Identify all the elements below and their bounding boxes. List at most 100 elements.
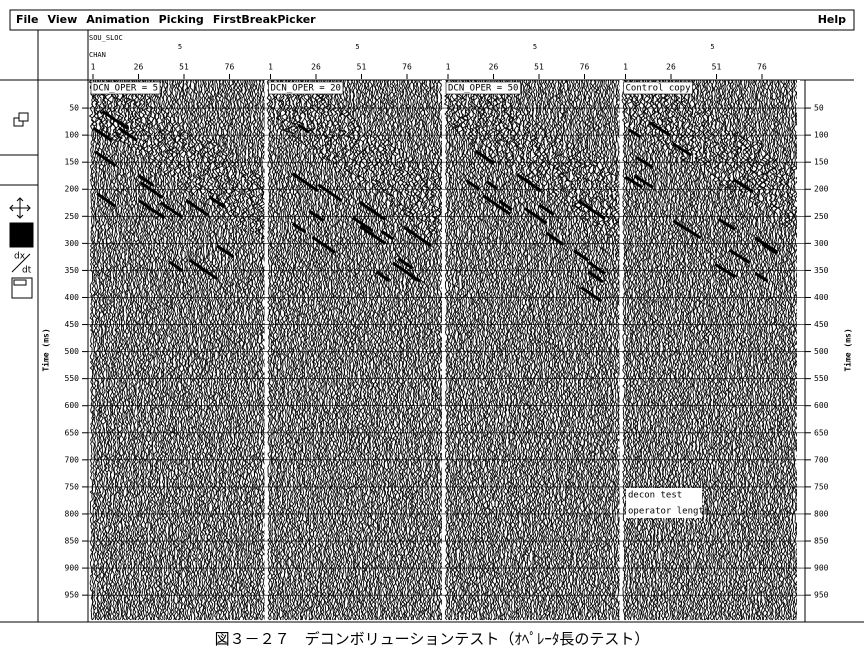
seismic-trace xyxy=(637,79,643,621)
reflection-streak xyxy=(635,156,654,170)
reflection-streak xyxy=(168,260,184,273)
annotation-box xyxy=(626,488,702,518)
time-axis-title-left: Time (ms) xyxy=(41,328,51,371)
reflection-streak xyxy=(96,192,117,208)
text-icon[interactable] xyxy=(9,222,34,248)
panel-gap xyxy=(442,80,445,621)
seismic-trace xyxy=(529,79,535,621)
reflection-streak xyxy=(297,123,310,134)
seismic-trace xyxy=(738,79,744,621)
seismic-trace xyxy=(538,79,544,621)
seismic-trace xyxy=(781,79,787,621)
toolbar: A dx dt xyxy=(0,30,39,622)
chan-tick-label: 26 xyxy=(311,63,321,72)
seismic-trace xyxy=(595,79,601,621)
menu-item[interactable]: View xyxy=(48,13,78,26)
seismic-trace xyxy=(192,79,198,621)
time-tick-label: 50 xyxy=(814,104,824,113)
time-tick-label: 150 xyxy=(65,158,80,167)
chan-tick-label: 51 xyxy=(534,63,544,72)
time-tick-label: 900 xyxy=(65,564,80,573)
seismic-trace xyxy=(401,79,406,621)
seismic-trace xyxy=(728,79,735,621)
deriv-icon-dt: dt xyxy=(22,266,32,276)
seismic-trace xyxy=(663,79,669,621)
seismic-trace xyxy=(754,79,760,621)
time-axes: 50 50 100 100 150 150 200 200 250 250 300 300 350 350… xyxy=(65,104,829,600)
seismic-trace xyxy=(211,79,217,621)
time-tick-label: 850 xyxy=(65,537,80,546)
seismic-trace xyxy=(743,79,749,621)
seismic-trace xyxy=(106,79,113,621)
seismic-trace xyxy=(259,79,266,620)
seismic-trace xyxy=(372,79,377,621)
seismic-trace xyxy=(454,79,460,621)
menu-item[interactable]: File xyxy=(16,13,39,26)
seismic-trace xyxy=(542,79,548,621)
annotation-line: decon test xyxy=(628,491,682,501)
menu-item[interactable]: Picking xyxy=(159,13,204,26)
reflection-streak xyxy=(380,230,394,241)
seismic-trace xyxy=(121,79,127,621)
seismic-trace xyxy=(223,79,230,621)
time-tick-label: 950 xyxy=(814,591,829,600)
seismic-trace xyxy=(674,79,680,621)
seismic-trace xyxy=(417,79,423,621)
menu-item[interactable]: Animation xyxy=(86,13,149,26)
file-icon[interactable] xyxy=(11,277,33,299)
reflection-streak xyxy=(573,249,590,262)
reflection-streak xyxy=(351,216,374,233)
reflection-streak xyxy=(523,207,548,225)
time-tick-label: 550 xyxy=(65,374,80,383)
seismic-trace xyxy=(580,79,586,621)
reflection-streak xyxy=(538,203,555,216)
time-tick-label: 550 xyxy=(814,374,829,383)
menu-help[interactable]: Help xyxy=(818,13,846,26)
panel-label: DCN_OPER = 20 xyxy=(271,84,341,94)
seismic-trace xyxy=(238,80,244,621)
reflection-streak xyxy=(391,261,421,283)
seismic-trace xyxy=(583,80,590,621)
menu-item[interactable]: FirstBreakPicker xyxy=(213,13,316,26)
seismic-trace xyxy=(648,79,654,621)
reflection-streak xyxy=(634,174,654,189)
reflection-streak xyxy=(516,173,542,193)
seismic-trace xyxy=(710,79,716,621)
panel-label: Control copy xyxy=(626,84,692,94)
seismic-trace xyxy=(397,79,403,621)
seismic-trace xyxy=(134,79,140,621)
reflection-streak xyxy=(672,219,702,240)
seismic-trace xyxy=(759,79,765,621)
seismic-trace xyxy=(130,79,136,621)
seismic-trace xyxy=(207,79,213,621)
seismic-trace xyxy=(247,79,253,621)
seismic-trace xyxy=(443,79,449,621)
seismic-trace xyxy=(574,79,581,621)
seismic-trace xyxy=(697,79,703,621)
deriv-icon[interactable]: dx xyxy=(14,252,26,262)
seismic-trace xyxy=(271,79,278,621)
seismic-trace xyxy=(257,79,264,621)
reflection-streak xyxy=(728,248,751,264)
seismic-trace xyxy=(776,79,782,621)
seismic-trace xyxy=(596,79,603,621)
seismic-trace xyxy=(317,79,323,621)
seismic-trace xyxy=(288,79,293,621)
sou-value: 5 xyxy=(355,43,359,51)
seismic-trace xyxy=(498,79,504,621)
move-icon[interactable] xyxy=(9,197,31,219)
time-tick-label: 800 xyxy=(814,509,829,518)
seismic-trace xyxy=(268,79,273,621)
time-tick-label: 650 xyxy=(814,428,829,437)
panel-gap xyxy=(264,80,268,621)
seismic-trace xyxy=(240,79,245,621)
seismic-trace xyxy=(679,79,686,621)
seismic-trace xyxy=(491,79,497,621)
seismic-trace xyxy=(492,79,499,621)
chan-tick-label: 76 xyxy=(225,63,235,72)
seismic-trace xyxy=(187,79,193,621)
reflection-streak xyxy=(628,128,642,139)
chan-tick-label: 1 xyxy=(446,63,451,72)
seismic-trace xyxy=(236,79,242,621)
seismic-trace xyxy=(103,79,109,621)
